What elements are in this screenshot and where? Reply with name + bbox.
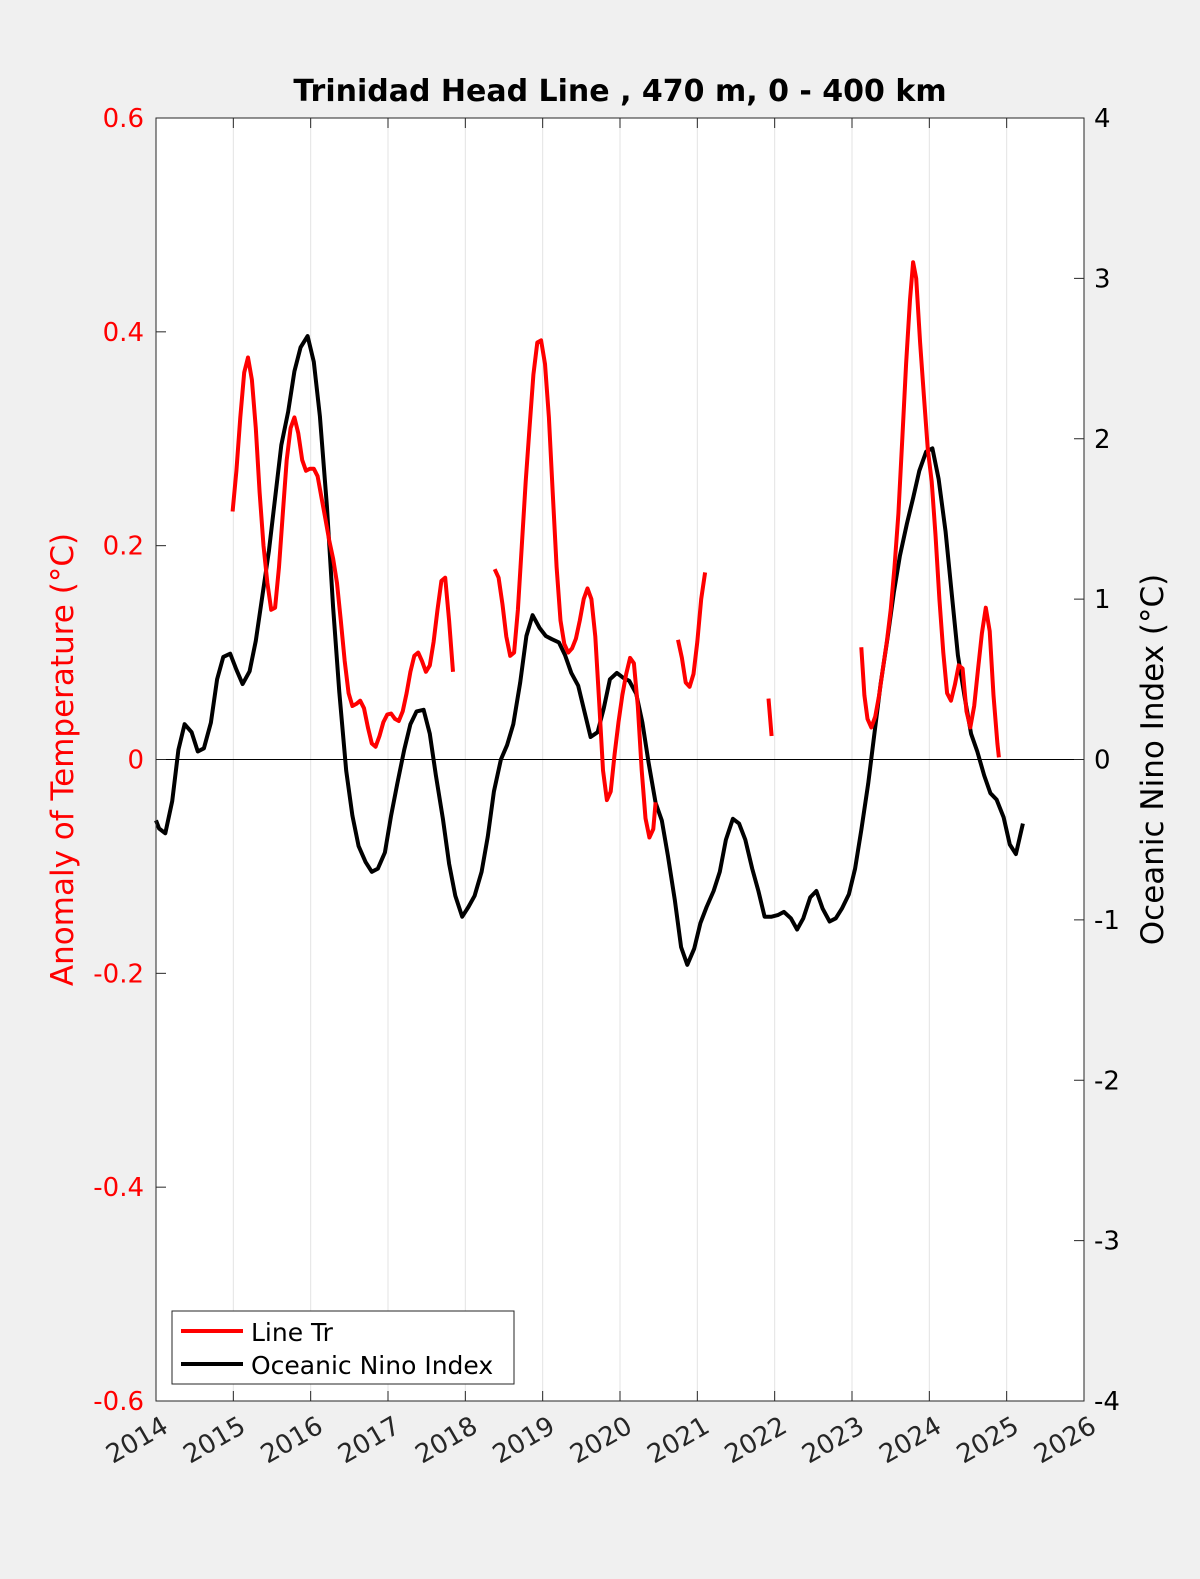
- legend-box: [171, 1310, 515, 1385]
- y-tick-label-right: -1: [1094, 906, 1120, 936]
- y-tick-label-right: -3: [1094, 1227, 1120, 1257]
- x-tick-label: 2019: [488, 1411, 560, 1470]
- y-tick-label-left: 0.4: [103, 318, 144, 348]
- x-tick-label: 2016: [256, 1411, 328, 1470]
- y-tick-label-left: -0.4: [93, 1173, 144, 1203]
- y-tick-label-left: -0.2: [93, 959, 144, 989]
- series-line-tr-segment: [492, 338, 658, 840]
- series-layer: [154, 260, 1025, 967]
- legend: Line Tr Oceanic Nino Index: [171, 1310, 515, 1385]
- x-tick-label: 2018: [411, 1411, 483, 1470]
- y-tick-label-right: 2: [1094, 425, 1111, 455]
- y-tick-label-right: -4: [1094, 1387, 1120, 1417]
- series-line-tr-segment: [859, 260, 1001, 758]
- x-tick-label: 2020: [565, 1411, 637, 1470]
- y-tick-label-right: 0: [1094, 746, 1111, 776]
- x-tick-label: 2022: [720, 1411, 792, 1470]
- y-tick-label-left: 0.6: [103, 104, 144, 134]
- x-tick-label: 2023: [797, 1411, 869, 1470]
- x-tick-label: 2026: [1029, 1411, 1101, 1470]
- series-line-tr-segment: [230, 355, 455, 749]
- x-tick-label: 2017: [333, 1411, 405, 1470]
- x-tick-label: 2025: [952, 1411, 1024, 1470]
- legend-label-line-tr: Line Tr: [251, 1318, 334, 1347]
- x-tick-label: 2024: [875, 1411, 947, 1470]
- y-tick-label-right: -2: [1094, 1066, 1120, 1096]
- series-line-tr-segment: [766, 698, 774, 737]
- y-tick-label-right: 4: [1094, 104, 1111, 134]
- y-tick-label-right: 3: [1094, 264, 1111, 294]
- legend-label-oni: Oceanic Nino Index: [251, 1351, 493, 1380]
- x-tick-label: 2021: [643, 1411, 715, 1470]
- chart-title: Trinidad Head Line , 470 m, 0 - 400 km: [293, 74, 946, 109]
- series-line-tr-segment: [676, 572, 708, 689]
- y-tick-label-right: 1: [1094, 585, 1111, 615]
- y-tick-label-left: 0: [127, 746, 144, 776]
- y-tick-label-left: 0.2: [103, 532, 144, 562]
- y-axis-label-left: Anomaly of Temperature (°C): [45, 533, 81, 986]
- y-tick-label-left: -0.6: [93, 1387, 144, 1417]
- y-axis-label-right: Oceanic Nino Index (°C): [1135, 574, 1171, 945]
- x-tick-label: 2014: [101, 1411, 173, 1470]
- x-tick-label: 2015: [179, 1411, 251, 1470]
